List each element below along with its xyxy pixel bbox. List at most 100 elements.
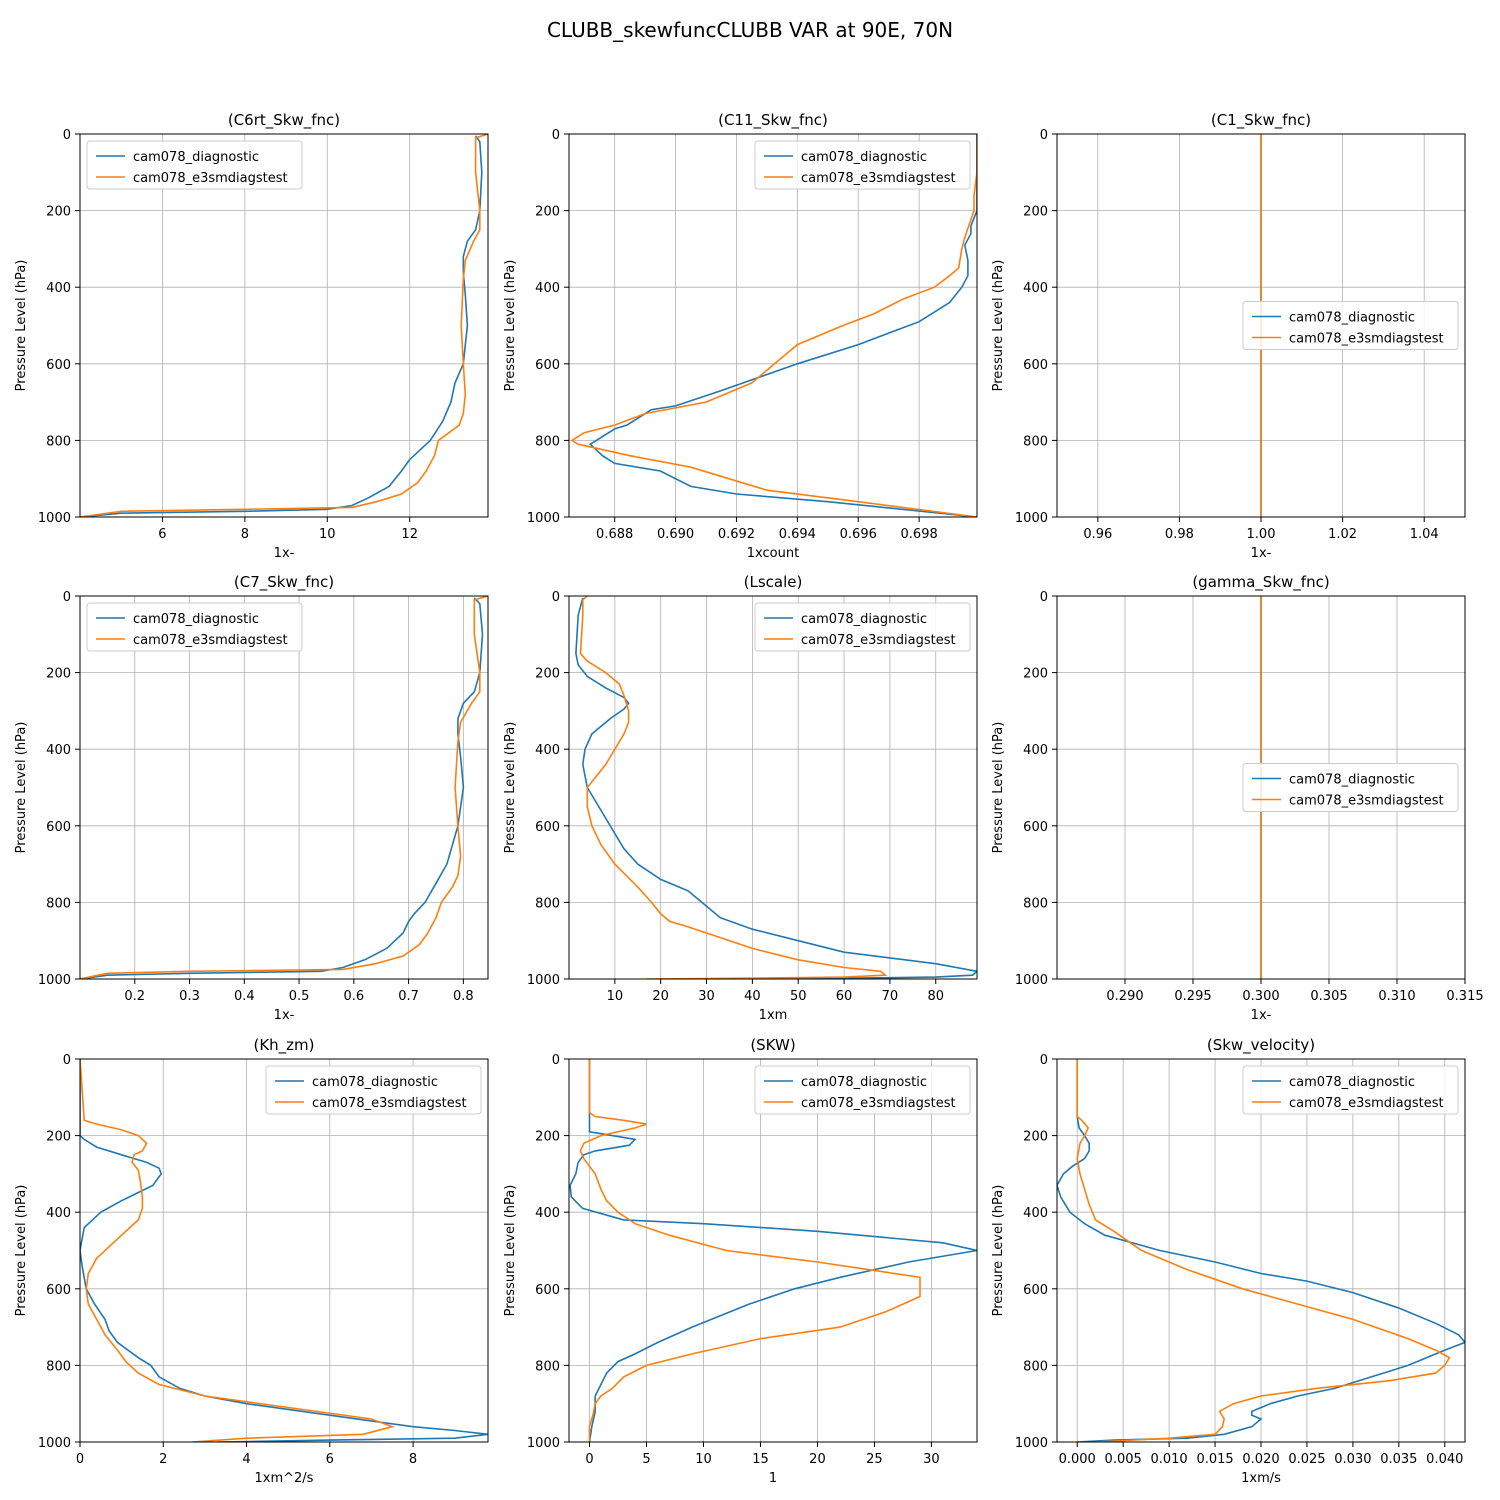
- legend-label: cam078_e3smdiagstest: [1289, 794, 1444, 809]
- x-tick-label: 0.025: [1288, 1452, 1325, 1467]
- legend-box: [86, 140, 303, 190]
- x-tick-label: 1.04: [1410, 527, 1439, 542]
- y-axis-label: Pressure Level (hPa): [14, 1185, 29, 1317]
- y-axis-label: Pressure Level (hPa): [991, 722, 1006, 854]
- series-line-cam078_diagnostic: [575, 597, 977, 979]
- y-tick-label: 0: [552, 590, 560, 605]
- x-tick-label: 30: [698, 989, 715, 1004]
- x-tick-label: 5: [642, 1452, 650, 1467]
- y-axis-label: Pressure Level (hPa): [503, 1185, 518, 1317]
- x-tick-label: 1.02: [1328, 527, 1357, 542]
- subplot-title: (Skw_velocity): [1207, 1036, 1315, 1055]
- x-tick-label: 0.688: [596, 527, 633, 542]
- x-tick-label: 0.005: [1105, 1452, 1142, 1467]
- legend-label: cam078_e3smdiagstest: [801, 633, 956, 648]
- y-tick-label: 1000: [527, 511, 560, 526]
- axes-frame: [79, 133, 489, 518]
- x-tick-label: 0.315: [1446, 989, 1483, 1004]
- y-tick-label: 400: [46, 743, 71, 758]
- series-line-cam078_e3smdiagstest: [579, 1059, 921, 1442]
- x-tick-label: 0.000: [1059, 1452, 1096, 1467]
- legend: cam078_diagnostic cam078_e3smdiagstest: [1242, 301, 1459, 350]
- subplot-title: (Lscale): [744, 573, 803, 591]
- series-line-cam078_diagnostic: [1057, 1059, 1465, 1442]
- x-tick-label: 0.692: [718, 527, 755, 542]
- legend-label: cam078_e3smdiagstest: [801, 1096, 956, 1111]
- x-axis-label: 1x-: [274, 546, 295, 561]
- x-tick-label: 40: [744, 989, 761, 1004]
- y-tick-label: 800: [535, 434, 560, 449]
- x-tick-label: 0.8: [453, 989, 474, 1004]
- legend-label: cam078_diagnostic: [1289, 1075, 1415, 1090]
- x-tick-label: 70: [882, 989, 899, 1004]
- y-tick-label: 200: [1023, 205, 1048, 220]
- legend: cam078_diagnostic cam078_e3smdiagstest: [1242, 1065, 1459, 1115]
- y-tick-label: 1000: [38, 973, 71, 988]
- legend: cam078_diagnostic cam078_e3smdiagstest: [86, 602, 303, 652]
- series-line-cam078_diagnostic: [80, 1059, 488, 1442]
- axes-frame: [568, 595, 978, 980]
- x-tick-label: 30: [923, 1452, 940, 1467]
- series-line-cam078_e3smdiagstest: [579, 596, 888, 979]
- legend-label: cam078_diagnostic: [801, 612, 927, 627]
- y-tick-label: 0: [552, 1053, 560, 1068]
- y-axis-label: Pressure Level (hPa): [503, 722, 518, 854]
- legend: cam078_diagnostic cam078_e3smdiagstest: [86, 140, 303, 190]
- subplot-title: (C1_Skw_fnc): [1211, 111, 1311, 130]
- y-tick-label: 1000: [1015, 1436, 1048, 1451]
- series-line-cam078_e3smdiagstest: [570, 134, 977, 517]
- x-axis-label: 1xm/s: [1241, 1471, 1281, 1486]
- x-tick-label: 6: [158, 527, 166, 542]
- subplot-title: (C6rt_Skw_fnc): [228, 111, 340, 130]
- y-tick-label: 1000: [1015, 511, 1048, 526]
- x-axis-label: 1xm: [759, 1008, 788, 1023]
- y-tick-label: 200: [535, 1130, 560, 1145]
- subplot-1: 0.688 0.690 0.692 0.694 0.696 0.698 0 200 400 600…: [503, 111, 978, 561]
- legend-box: [86, 602, 303, 652]
- series-line-cam078_diagnostic: [80, 135, 483, 517]
- x-tick-label: 0.015: [1196, 1452, 1233, 1467]
- x-axis-label: 1: [769, 1471, 777, 1486]
- y-tick-label: 400: [46, 1206, 71, 1221]
- x-tick-label: 0.2: [124, 989, 145, 1004]
- y-tick-label: 400: [1023, 281, 1048, 296]
- subplot-8: 0.000 0.005 0.010 0.015 0.020 0.025 0.030 0.035…: [991, 1036, 1466, 1486]
- y-tick-label: 800: [46, 1359, 71, 1374]
- y-tick-label: 1000: [38, 1436, 71, 1451]
- y-axis-label: Pressure Level (hPa): [991, 260, 1006, 392]
- x-tick-label: 0: [76, 1452, 84, 1467]
- x-tick-label: 2: [159, 1452, 167, 1467]
- legend-label: cam078_diagnostic: [801, 1075, 927, 1090]
- y-tick-label: 600: [46, 358, 71, 373]
- x-tick-label: 0.698: [901, 527, 938, 542]
- y-tick-label: 800: [46, 896, 71, 911]
- y-tick-label: 200: [535, 667, 560, 682]
- x-tick-label: 0: [585, 1452, 593, 1467]
- legend-label: cam078_e3smdiagstest: [133, 171, 288, 186]
- legend: cam078_diagnostic cam078_e3smdiagstest: [1242, 763, 1459, 812]
- x-tick-label: 10: [319, 527, 336, 542]
- x-tick-label: 80: [927, 989, 944, 1004]
- x-tick-label: 0.98: [1165, 527, 1194, 542]
- x-tick-label: 20: [652, 989, 669, 1004]
- y-axis-label: Pressure Level (hPa): [14, 260, 29, 392]
- legend-box: [1242, 301, 1459, 350]
- x-axis-label: 1x-: [274, 1008, 295, 1023]
- x-axis-label: 1xcount: [747, 546, 799, 561]
- subplot-title: (Kh_zm): [253, 1036, 314, 1055]
- y-tick-label: 800: [1023, 1359, 1048, 1374]
- subplot-4: 10 20 30 40 50 60 70 8002004006008001000(Lscale…: [503, 573, 978, 1023]
- x-tick-label: 8: [409, 1452, 417, 1467]
- x-tick-label: 25: [866, 1452, 883, 1467]
- axes-frame: [568, 133, 978, 518]
- y-tick-label: 400: [535, 281, 560, 296]
- y-tick-label: 600: [1023, 1283, 1048, 1298]
- subplot-title: (gamma_Skw_fnc): [1192, 573, 1329, 592]
- x-tick-label: 0.035: [1380, 1452, 1417, 1467]
- x-tick-label: 0.5: [289, 989, 310, 1004]
- series-line-cam078_diagnostic: [80, 597, 484, 979]
- x-tick-label: 10: [607, 989, 624, 1004]
- x-tick-label: 6: [326, 1452, 334, 1467]
- y-tick-label: 400: [535, 743, 560, 758]
- legend-box: [1242, 763, 1459, 812]
